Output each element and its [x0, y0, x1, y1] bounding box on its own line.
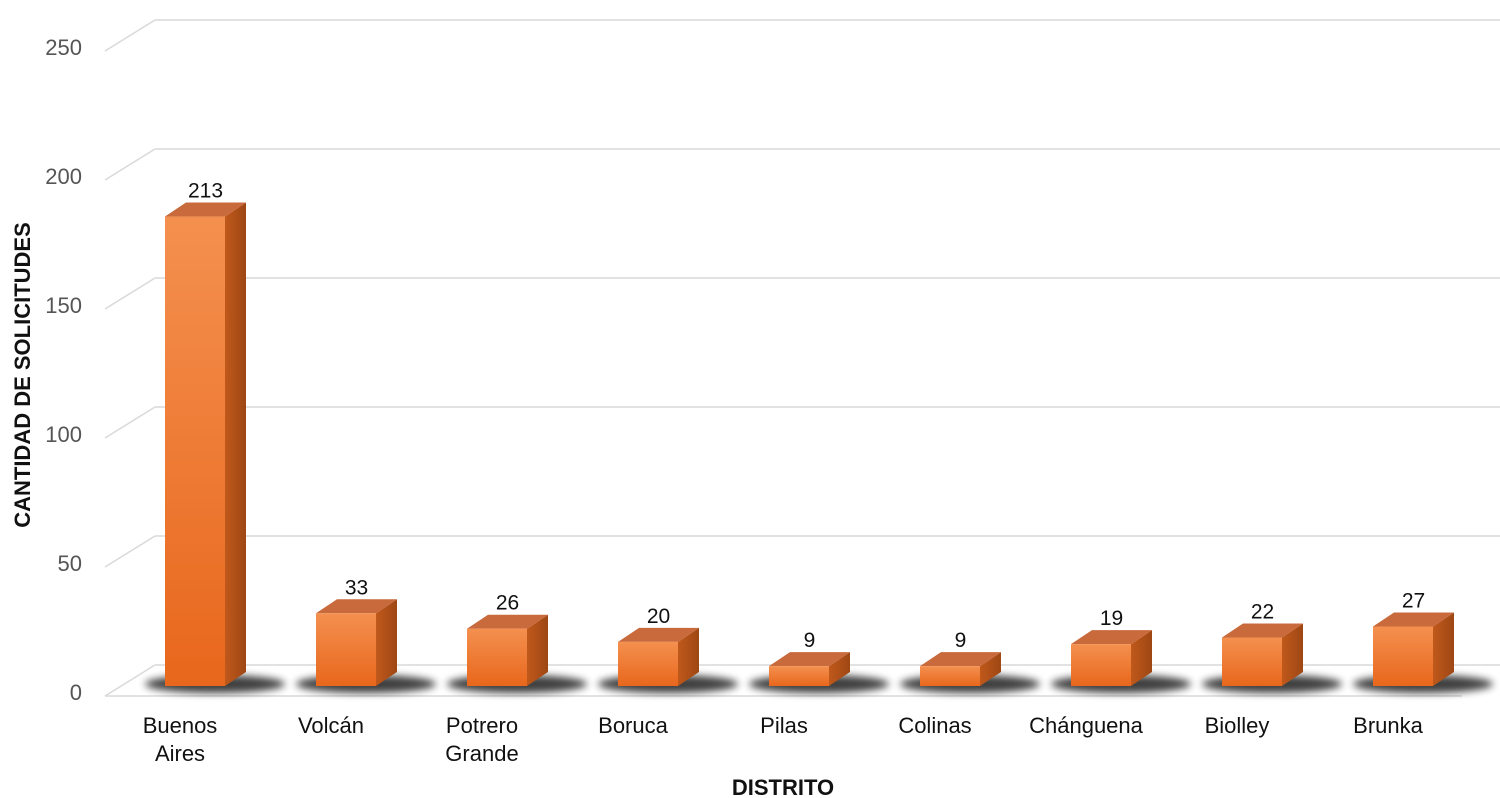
- data-label: 22: [1251, 601, 1274, 624]
- data-label: 20: [647, 605, 670, 628]
- x-tick-label: Colinas: [898, 713, 971, 738]
- x-tick-label: Volcán: [298, 713, 364, 738]
- x-tick-label: Biolley: [1205, 713, 1270, 738]
- bar-side-face: [678, 627, 699, 686]
- x-tick-label: Chánguena: [1029, 713, 1144, 738]
- bar-front-face: [618, 641, 678, 686]
- bar: [1071, 630, 1152, 686]
- x-axis-title: DISTRITO: [732, 775, 834, 798]
- data-label: 9: [955, 629, 967, 652]
- y-tick-label: 50: [58, 551, 82, 576]
- bar-side-face: [1282, 623, 1303, 686]
- data-label: 9: [804, 629, 816, 652]
- bar: [165, 202, 246, 686]
- data-label: 213: [188, 180, 223, 203]
- bar: [1222, 623, 1303, 686]
- bar-top-face: [1071, 630, 1152, 645]
- x-tick-label: Brunka: [1353, 713, 1423, 738]
- y-tick-label: 0: [70, 680, 82, 705]
- x-tick-label: Buenos Aires: [143, 713, 218, 766]
- bar-top-face: [920, 652, 1001, 667]
- bar-front-face: [467, 628, 527, 686]
- bar: [316, 599, 397, 686]
- y-tick-label: 150: [45, 293, 82, 318]
- bar-front-face: [920, 666, 980, 686]
- data-label: 27: [1402, 589, 1425, 612]
- gridline: [104, 406, 1500, 439]
- gridline: [104, 277, 1500, 310]
- y-tick-label: 250: [45, 35, 82, 60]
- bar: [1373, 612, 1454, 686]
- data-labels: 213 33 26 20 9 9 19 22 27: [188, 180, 1425, 653]
- gridline: [104, 148, 1500, 181]
- bar-side-face: [1131, 630, 1152, 686]
- bars: [165, 202, 1454, 686]
- bar-top-face: [1222, 623, 1303, 638]
- gridline: [104, 19, 1500, 52]
- data-label: 19: [1100, 607, 1123, 630]
- gridline: [104, 535, 1500, 568]
- bar-side-face: [829, 652, 850, 686]
- bar: [920, 652, 1001, 686]
- bar-side-face: [980, 652, 1001, 686]
- x-tick-label: Potrero Grande: [445, 713, 518, 766]
- y-tick-label: 200: [45, 164, 82, 189]
- bar-front-face: [165, 216, 225, 686]
- bar-top-face: [769, 652, 850, 667]
- y-axis-ticks: 0 50 100 150 200 250: [45, 35, 82, 705]
- bar-side-face: [376, 599, 397, 686]
- bar-front-face: [769, 666, 829, 686]
- bar: [618, 627, 699, 686]
- bar-top-face: [316, 599, 397, 614]
- bar-top-face: [165, 202, 246, 217]
- bar-top-face: [1373, 612, 1454, 627]
- bar-side-face: [225, 202, 246, 686]
- data-label: 26: [496, 592, 519, 615]
- bar-front-face: [1222, 637, 1282, 686]
- bar-top-face: [618, 627, 699, 642]
- bar-side-face: [1433, 612, 1454, 686]
- bar-front-face: [316, 613, 376, 686]
- bar-front-face: [1071, 644, 1131, 686]
- bar-side-face: [527, 614, 548, 686]
- bar: [467, 614, 548, 686]
- x-axis-ticks: Buenos Aires Volcán Potrero Grande Boruca Pila…: [143, 713, 1424, 766]
- gridlines: [104, 19, 1500, 697]
- y-tick-label: 100: [45, 422, 82, 447]
- bar-top-face: [467, 614, 548, 629]
- x-tick-label: Boruca: [598, 713, 668, 738]
- bar: [769, 652, 850, 686]
- x-tick-label: Pilas: [760, 713, 808, 738]
- y-axis-title: CANTIDAD DE SOLICITUDES: [10, 222, 35, 528]
- data-label: 33: [345, 576, 368, 599]
- bar-front-face: [1373, 626, 1433, 686]
